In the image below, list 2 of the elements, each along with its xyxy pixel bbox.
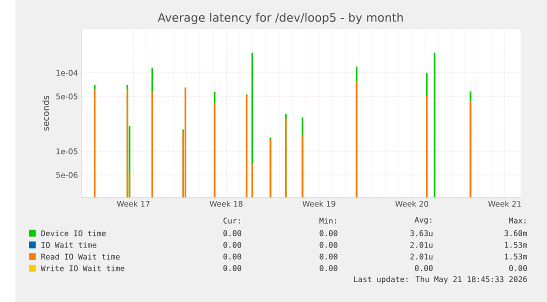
chart-title: Average latency for /dev/loop5 - by month [158, 12, 403, 24]
y-axis-title: seconds [42, 96, 50, 130]
